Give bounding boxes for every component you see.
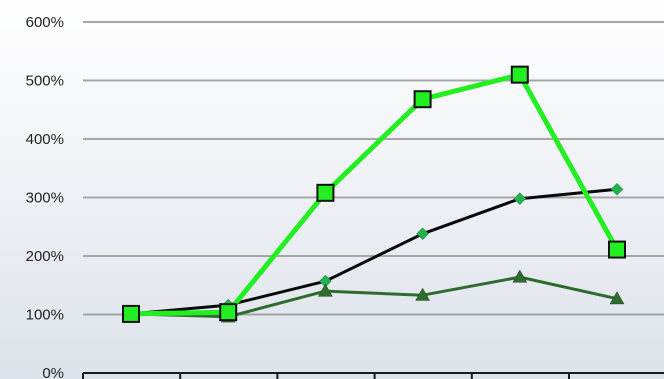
series-2-point-6 — [609, 291, 625, 305]
series-3-point-6 — [608, 240, 626, 259]
series-3-line — [128, 72, 620, 317]
series-markers — [122, 65, 626, 323]
series-3-point-4 — [413, 90, 432, 109]
y-tick-label-200: 200% — [26, 248, 64, 265]
series-3-point-5 — [510, 65, 529, 84]
y-tick-label-100: 100% — [26, 307, 64, 324]
y-tick-label-400: 400% — [26, 131, 64, 148]
x-axis — [82, 372, 664, 379]
series-lines — [128, 72, 620, 319]
series-1-line — [129, 187, 619, 316]
series-3-point-3 — [316, 183, 335, 202]
series-1-point-5 — [513, 192, 527, 206]
series-3-point-1 — [122, 304, 140, 323]
y-tick-label-500: 500% — [26, 73, 64, 90]
series-1-point-4 — [416, 227, 429, 241]
series-2-point-4 — [415, 287, 431, 301]
y-tick-label-0: 0% — [42, 365, 64, 379]
y-tick-label-600: 600% — [26, 14, 64, 31]
series-3-point-2 — [219, 303, 238, 322]
y-axis-tick-labels: 0% 100% 200% 300% 400% 500% 600% — [26, 14, 64, 379]
series-2-point-3 — [317, 283, 333, 297]
series-2-line — [129, 275, 619, 319]
y-tick-label-300: 300% — [26, 190, 64, 207]
series-2-point-5 — [512, 269, 528, 283]
series-1-point-6 — [610, 182, 624, 196]
